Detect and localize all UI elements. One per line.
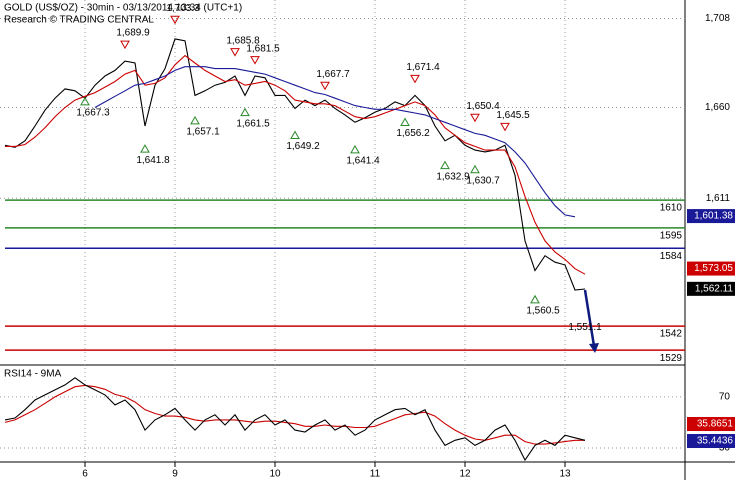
- chart-title: GOLD (US$/OZ) - 30min - 03/13/2014 13:34…: [4, 3, 242, 14]
- annotation-label: 1,661.5: [236, 118, 270, 129]
- last-value-tag: [687, 261, 735, 276]
- last-value-label: 1,562.11: [695, 283, 734, 294]
- annotation-label: 1,650.4: [466, 101, 500, 112]
- projection-arrow: [583, 289, 596, 347]
- series-line: [4, 384, 585, 445]
- annotation-label: 1,681.5: [246, 43, 280, 54]
- series-line: [4, 38, 586, 291]
- annotation-label: 1,645.5: [496, 110, 530, 121]
- y-tick-label: 30: [719, 443, 731, 454]
- annotation-label: 1,649.2: [286, 141, 320, 152]
- high-marker: [230, 48, 240, 57]
- grid: [0, 0, 685, 462]
- high-marker: [120, 40, 130, 50]
- series-line: [5, 54, 586, 275]
- annotation-label: 1,632.9: [436, 171, 470, 182]
- series-line: [4, 377, 586, 462]
- rsi-title: RSI14 - 9MA: [4, 369, 62, 380]
- annotation-label: 1,551.1: [568, 322, 602, 333]
- low-marker: [400, 117, 410, 127]
- annotation-label: 1,685.8: [226, 35, 260, 46]
- level-label: 1529: [660, 353, 683, 364]
- low-marker: [140, 144, 150, 153]
- low-marker: [470, 164, 480, 174]
- low-marker: [190, 115, 200, 125]
- last-value-label: 1,601.38: [694, 211, 733, 222]
- level-label: 1610: [660, 203, 683, 214]
- last-value-label: 35.8651: [697, 419, 734, 430]
- x-tick-label: 10: [269, 469, 281, 480]
- high-marker: [470, 113, 480, 123]
- y-tick-label: 1,611: [706, 193, 731, 204]
- x-tick-label: 9: [172, 469, 178, 480]
- last-value-tag: [687, 417, 735, 432]
- annotation-label: 1,667.7: [316, 69, 350, 80]
- annotation-label: 1,657.1: [186, 126, 220, 137]
- last-value-label: 35.4436: [697, 436, 734, 447]
- low-marker: [290, 130, 300, 139]
- annotation-label: 1,667.3: [76, 108, 110, 119]
- high-marker: [320, 81, 330, 91]
- annotation-label: 1,641.4: [346, 156, 380, 167]
- x-tick-label: 6: [82, 469, 88, 480]
- annotation-label: 1,671.4: [406, 62, 440, 73]
- x-tick-label: 11: [370, 469, 381, 480]
- low-marker: [350, 144, 360, 154]
- last-value-label: 1,573.05: [694, 263, 733, 274]
- y-tick-label: 70: [719, 392, 731, 403]
- level-label: 1542: [660, 329, 683, 340]
- arrow-head: [589, 343, 599, 353]
- last-value-tag: [687, 209, 735, 224]
- high-marker: [250, 56, 260, 65]
- low-marker: [530, 294, 540, 304]
- annotation-label: 1,656.2: [396, 128, 430, 139]
- series-line: [94, 66, 576, 218]
- level-label: 1584: [660, 251, 683, 262]
- x-tick-label: 12: [459, 469, 471, 480]
- annotation-label: 1,630.7: [466, 175, 500, 186]
- last-value-tag: [687, 434, 735, 449]
- annotation-label: 1,689.9: [116, 28, 150, 39]
- low-marker: [240, 107, 250, 117]
- y-tick-label: 1,660: [705, 102, 730, 113]
- y-tick-label: 1,708: [705, 13, 730, 24]
- x-tick-label: 13: [559, 469, 571, 480]
- chart-subtitle: Research © TRADING CENTRAL: [4, 15, 154, 26]
- annotation-label: 1,560.5: [526, 305, 560, 316]
- low-marker: [440, 160, 450, 170]
- high-marker: [410, 74, 420, 84]
- high-marker: [170, 15, 180, 25]
- last-value-tag: [687, 281, 735, 296]
- annotation-label: 1,703.3: [166, 3, 200, 14]
- level-label: 1595: [660, 231, 683, 242]
- high-marker: [500, 122, 510, 132]
- low-marker: [80, 96, 90, 106]
- plot: [4, 38, 586, 462]
- annotation-label: 1,641.8: [136, 155, 170, 166]
